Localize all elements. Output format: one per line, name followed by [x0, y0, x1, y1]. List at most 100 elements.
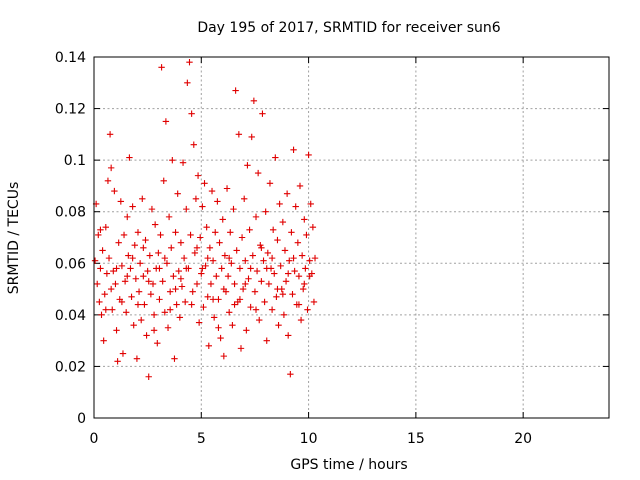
data-point — [216, 239, 223, 246]
data-point — [144, 267, 151, 275]
data-point — [204, 293, 211, 301]
data-point — [95, 231, 102, 239]
data-point — [115, 239, 122, 246]
data-point — [247, 265, 254, 272]
data-point — [112, 280, 119, 288]
data-point — [140, 244, 147, 252]
data-point — [298, 252, 306, 259]
data-point — [251, 288, 259, 295]
data-point — [296, 182, 304, 190]
data-point — [248, 133, 255, 141]
data-point — [231, 280, 238, 288]
data-point — [188, 301, 195, 308]
data-point — [130, 321, 137, 329]
data-point — [307, 200, 314, 208]
data-point — [107, 285, 115, 293]
data-point — [290, 146, 297, 154]
data-point — [172, 229, 179, 236]
data-point — [163, 260, 171, 267]
data-point — [176, 314, 184, 321]
data-point — [175, 267, 182, 275]
data-point — [206, 244, 214, 252]
data-point — [186, 58, 193, 66]
data-point — [101, 291, 108, 298]
data-point — [254, 169, 262, 177]
data-point — [192, 195, 200, 203]
data-point — [227, 229, 234, 236]
data-point — [252, 306, 260, 313]
data-point — [263, 337, 270, 344]
data-point — [265, 280, 273, 288]
data-point — [224, 272, 232, 280]
x-tick-label: 0 — [90, 431, 99, 447]
x-tick-label: 20 — [514, 431, 532, 447]
data-point — [136, 260, 144, 267]
data-point — [191, 249, 199, 257]
data-point — [105, 254, 113, 262]
data-point — [220, 352, 228, 360]
data-point — [300, 285, 307, 293]
data-point — [287, 370, 294, 378]
data-point — [161, 309, 169, 316]
data-point — [213, 272, 220, 280]
data-point — [99, 247, 106, 254]
data-point — [310, 298, 318, 306]
data-point — [127, 265, 134, 272]
data-point — [151, 221, 159, 228]
data-point — [131, 242, 138, 249]
axis-ticks — [93, 56, 609, 419]
data-point — [295, 272, 303, 280]
data-point — [139, 195, 146, 203]
data-point — [100, 337, 107, 344]
data-point — [263, 265, 270, 272]
data-point — [236, 265, 244, 272]
data-point — [197, 234, 204, 241]
data-point — [290, 254, 297, 262]
data-point — [142, 236, 149, 244]
data-point — [207, 280, 215, 288]
data-points — [91, 58, 319, 380]
data-point — [94, 280, 101, 288]
x-tick-label: 5 — [197, 431, 206, 447]
data-point — [187, 231, 194, 239]
data-point — [245, 275, 252, 282]
data-point — [280, 311, 288, 319]
data-point — [243, 327, 250, 334]
y-tick-label: 0.1 — [64, 153, 86, 169]
data-point — [288, 229, 295, 236]
data-point — [204, 254, 211, 262]
data-point — [104, 177, 112, 184]
data-point — [284, 270, 292, 277]
x-tick-label: 10 — [300, 431, 318, 447]
data-point — [113, 265, 120, 272]
data-point — [239, 285, 247, 293]
data-point — [155, 249, 162, 257]
data-point — [277, 262, 284, 270]
data-point — [113, 327, 120, 334]
data-point — [140, 272, 147, 280]
data-point — [305, 151, 312, 159]
data-point — [246, 226, 253, 233]
data-point — [125, 252, 132, 259]
data-point — [272, 154, 279, 161]
data-point — [184, 79, 191, 86]
data-point — [253, 267, 261, 275]
data-point — [262, 208, 269, 215]
data-point — [279, 291, 287, 298]
data-point — [261, 298, 268, 306]
data-point — [145, 278, 152, 285]
data-point — [159, 278, 166, 285]
data-point — [275, 321, 282, 329]
data-point — [205, 342, 213, 349]
data-point — [232, 87, 239, 94]
chart-title: Day 195 of 2017, SRMTID for receiver sun… — [197, 20, 500, 36]
data-point — [279, 218, 287, 226]
tick-labels: 0 0.02 0.04 0.06 0.08 0.1 0.12 0.14 0 5 10 15 20 — [55, 50, 532, 447]
data-point — [118, 262, 126, 270]
data-point — [134, 229, 142, 236]
data-point — [119, 350, 127, 357]
data-point — [97, 226, 104, 233]
data-point — [124, 213, 131, 221]
data-point — [228, 260, 235, 267]
